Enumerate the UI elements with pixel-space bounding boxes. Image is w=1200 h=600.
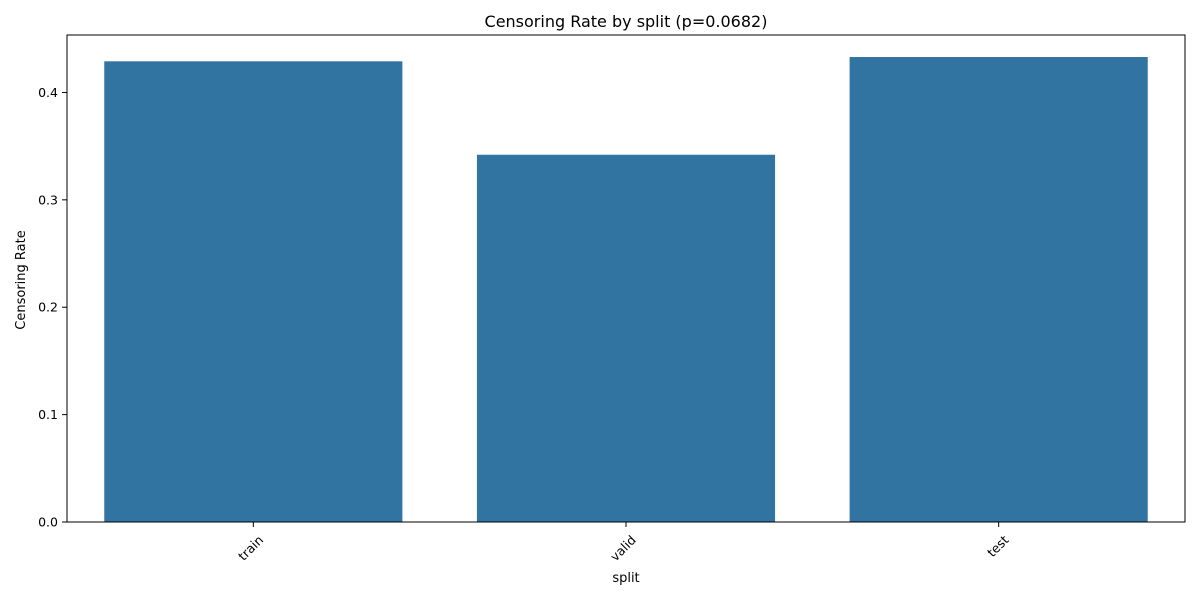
y-tick-label: 0.1 [38, 407, 58, 422]
x-axis-label: split [612, 571, 639, 586]
x-tick-label-valid: valid [607, 532, 639, 564]
x-tick-label-train: train [235, 532, 266, 563]
x-tick-label-test: test [984, 532, 1012, 560]
bars-group [104, 57, 1148, 522]
bar-train [104, 61, 403, 522]
x-axis: train valid test [235, 522, 1012, 564]
y-tick-label: 0.4 [38, 85, 58, 100]
y-axis-label: Censoring Rate [14, 230, 29, 329]
plot-frame [66, 34, 1186, 523]
chart-title: Censoring Rate by split (p=0.0682) [485, 12, 768, 31]
bar-valid [476, 154, 776, 522]
y-tick-label: 0.3 [38, 192, 58, 207]
y-axis: 0.0 0.1 0.2 0.3 0.4 [38, 85, 67, 530]
bar-test [849, 57, 1148, 522]
y-tick-label: 0.2 [38, 300, 58, 315]
y-tick-label: 0.0 [38, 515, 58, 530]
